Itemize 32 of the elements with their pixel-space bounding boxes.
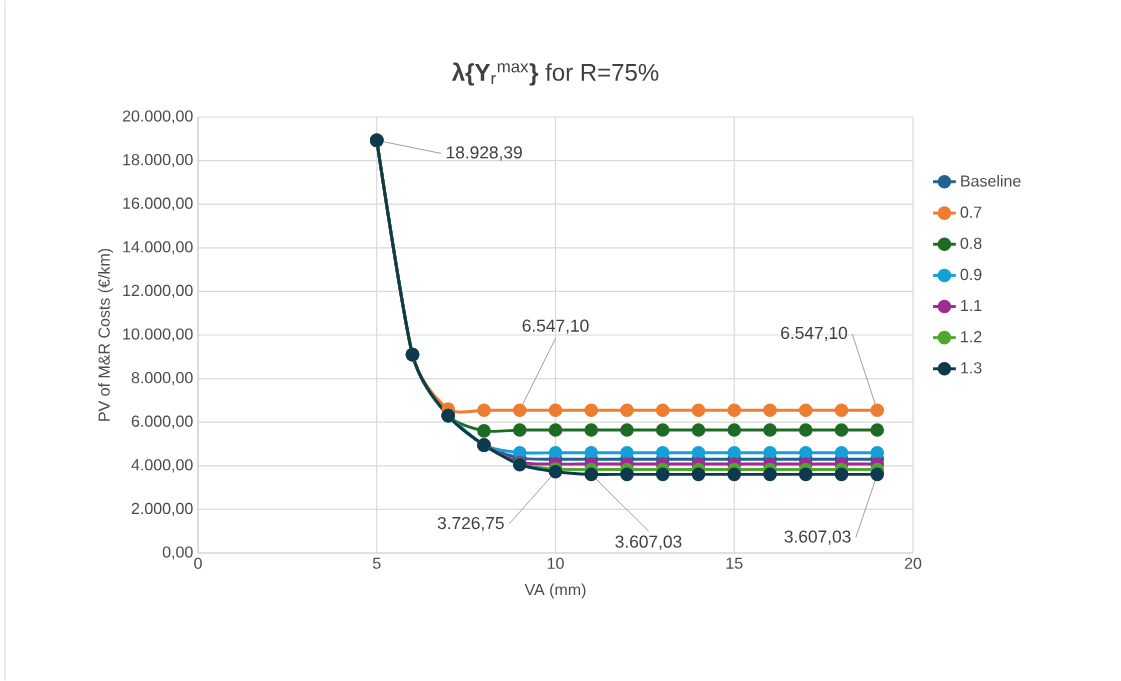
y-tick-label: 0,00 — [162, 546, 193, 560]
legend-label: 0.8 — [960, 237, 982, 249]
annotation: 6.547,10 — [781, 326, 848, 342]
y-tick-label: 14.000,00 — [123, 241, 193, 255]
y-axis-title: PV of M&R Costs (€/km) — [98, 248, 113, 421]
chart-title: λ{Y$_{r}$$^{max}$} for R=75% — [451, 62, 659, 86]
annotation: 18.928,39 — [446, 146, 522, 161]
y-tick-label: 16.000,00 — [123, 197, 193, 211]
y-tick-label: 12.000,00 — [123, 284, 193, 298]
y-tick-label: 20.000,00 — [122, 110, 193, 124]
x-tick-label: 5 — [372, 557, 381, 569]
y-tick-label: 2.000,00 — [131, 502, 193, 516]
y-tick-label: 4.000,00 — [131, 459, 193, 473]
annotation: 3.607,03 — [784, 530, 851, 545]
legend-label: 1.1 — [961, 300, 982, 312]
legend-label: 0.7 — [960, 206, 982, 218]
y-tick-label: 10.000,00 — [123, 328, 193, 342]
annotation: 3.607,03 — [615, 535, 682, 550]
y-tick-label: 18.000,00 — [123, 153, 193, 168]
legend-label: 1.3 — [961, 362, 982, 374]
x-tick-label: 0 — [194, 557, 202, 570]
x-axis-title: VA (mm) — [524, 583, 586, 599]
x-tick-label: 20 — [904, 557, 922, 570]
annotation: 3.726,75 — [437, 516, 504, 532]
legend-label: Baseline — [961, 174, 1021, 187]
legend-label: 0.9 — [960, 268, 982, 281]
y-tick-label: 6.000,00 — [131, 415, 193, 429]
annotation: 6.547,10 — [522, 319, 589, 334]
x-tick-label: 15 — [726, 557, 743, 569]
y-tick-label: 8.000,00 — [131, 371, 193, 386]
x-tick-label: 10 — [547, 557, 564, 570]
legend-label: 1.2 — [961, 331, 982, 343]
